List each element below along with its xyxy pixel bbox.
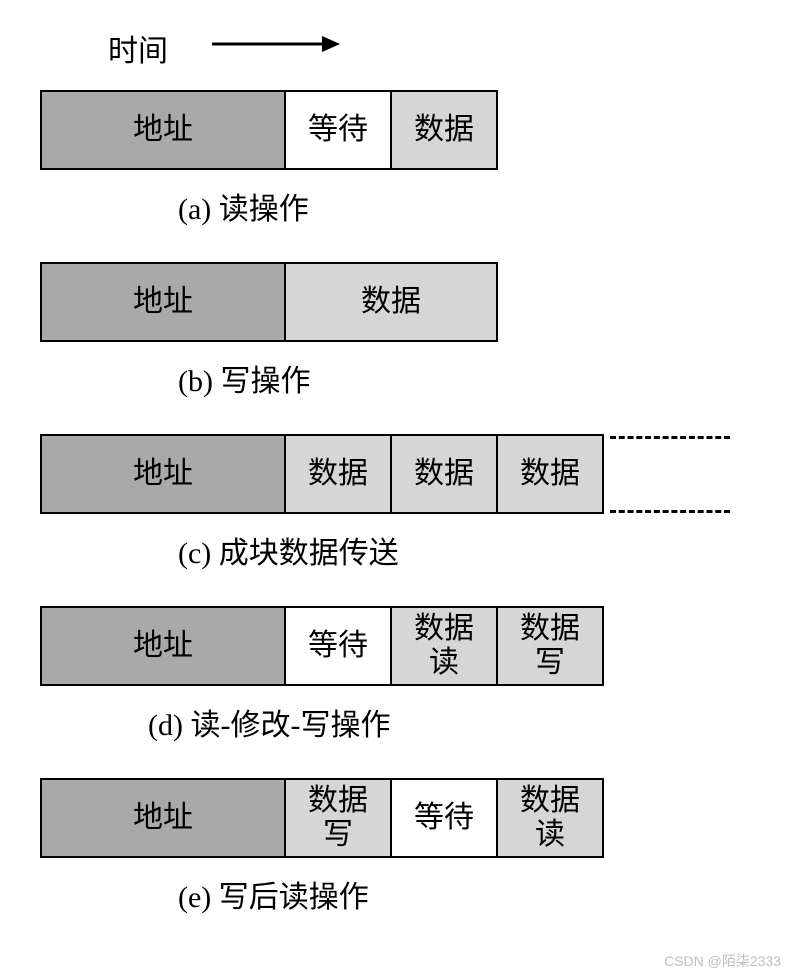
cell-d-0: 地址 (40, 606, 286, 686)
cell-e-0: 地址 (40, 778, 286, 858)
timing-row-a: 地址等待数据 (40, 90, 498, 170)
diagram-canvas: 时间 地址等待数据(a) 读操作地址数据(b) 写操作地址数据数据数据(c) 成… (0, 0, 791, 977)
timing-row-b: 地址数据 (40, 262, 498, 342)
caption-d: (d) 读-修改-写操作 (148, 700, 390, 744)
timing-row-c: 地址数据数据数据 (40, 434, 604, 514)
cell-c-2: 数据 (392, 434, 498, 514)
cell-c-3: 数据 (498, 434, 604, 514)
continuation-dash-c-1 (610, 510, 730, 513)
time-arrow-icon (0, 0, 791, 80)
cell-b-0: 地址 (40, 262, 286, 342)
cell-e-2: 等待 (392, 778, 498, 858)
cell-c-0: 地址 (40, 434, 286, 514)
watermark-text: CSDN @陌柒2333 (664, 951, 781, 971)
cell-b-1: 数据 (286, 262, 498, 342)
cell-d-1: 等待 (286, 606, 392, 686)
cell-a-0: 地址 (40, 90, 286, 170)
cell-a-2: 数据 (392, 90, 498, 170)
continuation-dash-c-0 (610, 436, 730, 439)
timing-row-e: 地址数据 写等待数据 读 (40, 778, 604, 858)
cell-d-3: 数据 写 (498, 606, 604, 686)
caption-c: (c) 成块数据传送 (178, 528, 399, 572)
cell-e-3: 数据 读 (498, 778, 604, 858)
cell-d-2: 数据 读 (392, 606, 498, 686)
cell-c-1: 数据 (286, 434, 392, 514)
caption-e: (e) 写后读操作 (178, 872, 369, 916)
caption-b: (b) 写操作 (178, 356, 310, 400)
timing-row-d: 地址等待数据 读数据 写 (40, 606, 604, 686)
cell-e-1: 数据 写 (286, 778, 392, 858)
caption-a: (a) 读操作 (178, 184, 309, 228)
cell-a-1: 等待 (286, 90, 392, 170)
